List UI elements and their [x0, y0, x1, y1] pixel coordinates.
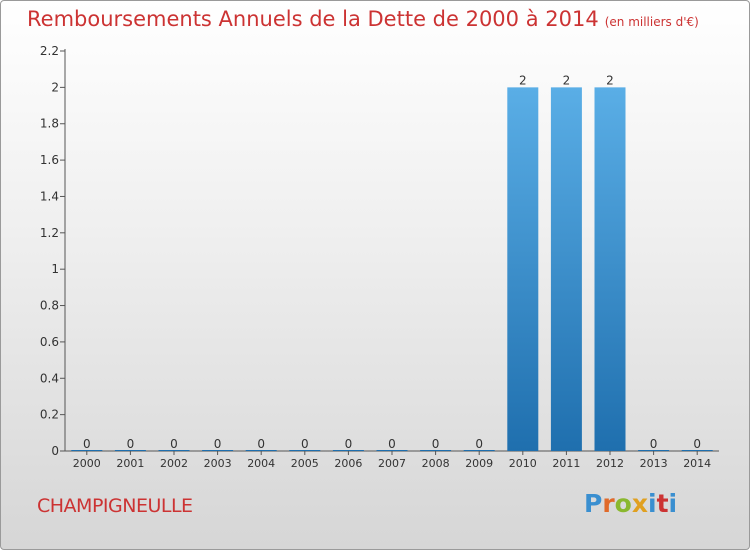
data-label: 0: [127, 437, 135, 451]
bar: [550, 87, 582, 451]
x-tick-label: 2004: [247, 457, 275, 470]
y-tick-label: 0: [51, 444, 59, 458]
data-label: 2: [606, 73, 614, 87]
data-label: 0: [693, 437, 701, 451]
y-tick-label: 1.6: [40, 153, 59, 167]
proxiti-logo: Proxiti: [584, 489, 678, 518]
y-tick-label: 2: [51, 80, 59, 94]
y-tick-label: 1.8: [40, 117, 59, 131]
bar: [638, 450, 670, 451]
bar: [594, 87, 626, 451]
bar: [245, 450, 277, 451]
x-tick-label: 2007: [378, 457, 406, 470]
x-tick-label: 2005: [291, 457, 319, 470]
data-label: 0: [650, 437, 658, 451]
bar: [463, 450, 495, 451]
x-tick-label: 2010: [509, 457, 537, 470]
data-label: 0: [301, 437, 309, 451]
bar: [202, 450, 234, 451]
x-tick-label: 2006: [334, 457, 362, 470]
data-label: 0: [214, 437, 222, 451]
bar: [71, 450, 103, 451]
x-tick-label: 2002: [160, 457, 188, 470]
data-label: 0: [83, 437, 91, 451]
data-label: 0: [257, 437, 265, 451]
x-tick-label: 2014: [683, 457, 711, 470]
data-label: 2: [563, 73, 571, 87]
y-tick-label: 1: [51, 262, 59, 276]
x-tick-label: 2012: [596, 457, 624, 470]
x-tick-label: 2013: [640, 457, 668, 470]
x-tick-label: 2009: [465, 457, 493, 470]
chart-title: Remboursements Annuels de la Dette de 20…: [27, 7, 699, 31]
x-tick-label: 2001: [116, 457, 144, 470]
x-tick-label: 2011: [552, 457, 580, 470]
bar: [507, 87, 539, 451]
chart-unit: (en milliers d'€): [604, 15, 699, 29]
data-label: 0: [170, 437, 178, 451]
data-label: 0: [432, 437, 440, 451]
bar: [376, 450, 408, 451]
x-tick-label: 2003: [204, 457, 232, 470]
bar: [681, 450, 713, 451]
x-tick-label: 2008: [422, 457, 450, 470]
bar: [158, 450, 190, 451]
bar: [420, 450, 452, 451]
bar: [289, 450, 321, 451]
data-label: 0: [388, 437, 396, 451]
bar: [332, 450, 364, 451]
data-label: 0: [345, 437, 353, 451]
commune-name: CHAMPIGNEULLE: [37, 495, 193, 517]
y-tick-label: 0.4: [40, 371, 59, 385]
y-tick-label: 0.8: [40, 299, 59, 313]
y-tick-label: 0.2: [40, 408, 59, 422]
y-tick-label: 2.2: [40, 44, 59, 58]
data-label: 2: [519, 73, 527, 87]
data-label: 0: [475, 437, 483, 451]
y-tick-label: 0.6: [40, 335, 59, 349]
bar: [114, 450, 146, 451]
x-tick-label: 2000: [73, 457, 101, 470]
y-tick-label: 1.2: [40, 226, 59, 240]
y-tick-label: 1.4: [40, 189, 59, 203]
